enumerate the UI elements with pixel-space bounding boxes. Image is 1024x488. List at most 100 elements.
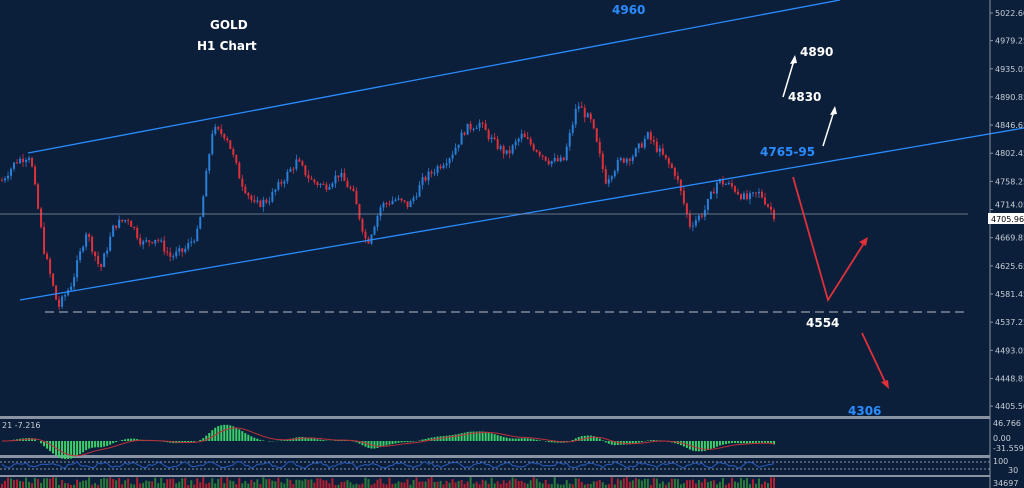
volume-bar	[637, 479, 640, 488]
price-tick-label: 4935.05	[995, 65, 1024, 74]
macd-bar	[184, 441, 187, 443]
macd-bar	[73, 441, 76, 458]
macd-bar	[91, 441, 94, 448]
candle	[82, 246, 85, 252]
macd-bar	[199, 439, 202, 441]
macd-bar	[286, 439, 289, 441]
candle	[31, 158, 34, 167]
volume-bar	[250, 479, 253, 488]
candle	[571, 124, 574, 133]
volume-bar	[196, 478, 199, 488]
candle	[88, 234, 91, 238]
volume-bar	[763, 481, 766, 488]
macd-bar	[418, 440, 421, 441]
candle	[253, 199, 256, 202]
macd-bar	[283, 440, 286, 441]
volume-bar	[661, 481, 664, 488]
volume-bar	[52, 477, 55, 488]
volume-bar	[295, 479, 298, 488]
macd-bar	[358, 441, 361, 444]
macd-bar	[253, 437, 256, 441]
candle	[238, 163, 241, 179]
candle	[658, 148, 661, 152]
macd-bar	[130, 438, 133, 441]
macd-bar	[193, 441, 196, 442]
panel-separator[interactable]	[0, 416, 990, 419]
volume-bar	[370, 484, 373, 488]
candle	[223, 134, 226, 139]
volume-bar	[31, 483, 34, 488]
volume-bar	[679, 484, 682, 488]
volume-bar	[334, 484, 337, 488]
volume-bar	[394, 483, 397, 488]
macd-bar	[724, 441, 727, 445]
candle	[28, 158, 31, 161]
volume-bar	[703, 478, 706, 488]
panel-separator[interactable]	[0, 455, 990, 458]
panel-separator[interactable]	[0, 475, 990, 477]
volume-bar	[73, 484, 76, 488]
rsi-lower: 30	[1008, 466, 1018, 475]
candle	[520, 133, 523, 139]
candle	[100, 264, 103, 267]
macd-readout: 21 -7.216	[2, 421, 41, 430]
candle	[259, 200, 262, 207]
volume-bar	[571, 484, 574, 488]
volume-bar	[364, 477, 367, 488]
volume-bar	[88, 477, 91, 488]
volume-bar	[19, 481, 22, 488]
candle	[4, 178, 7, 181]
candle	[637, 143, 640, 149]
volume-bar	[481, 479, 484, 488]
volume-bar	[718, 482, 721, 488]
macd-bar	[529, 438, 532, 441]
candle	[286, 171, 289, 182]
volume-bar	[532, 477, 535, 488]
candle	[409, 201, 412, 207]
candle	[58, 299, 61, 307]
candle	[622, 158, 625, 163]
candle	[328, 186, 331, 190]
candle	[517, 138, 520, 142]
volume-bar	[220, 477, 223, 488]
volume-bar	[322, 480, 325, 488]
macd-bar	[442, 436, 445, 441]
macd-bar	[79, 441, 82, 455]
candle	[751, 192, 754, 194]
macd-bar	[250, 436, 253, 441]
volume-bar	[274, 481, 277, 488]
candle	[361, 219, 364, 232]
volume-bar	[433, 481, 436, 488]
candle	[148, 240, 151, 243]
candle	[268, 201, 271, 203]
volume-bar	[13, 480, 16, 488]
candle	[85, 234, 88, 247]
volume-bar	[673, 478, 676, 488]
candle	[220, 128, 223, 135]
candle	[604, 169, 607, 184]
volume-bar	[160, 477, 163, 488]
macd-bar	[412, 441, 415, 442]
macd-bar	[238, 429, 241, 441]
candle	[532, 144, 535, 151]
candle	[727, 182, 730, 185]
candle	[616, 160, 619, 172]
candle	[193, 241, 196, 243]
volume-bar	[325, 480, 328, 488]
macd-bar	[754, 441, 757, 443]
candle	[115, 225, 118, 228]
volume-bar	[412, 479, 415, 488]
macd-bar	[448, 435, 451, 441]
candle	[250, 195, 253, 200]
volume-bar	[163, 483, 166, 488]
volume-bar	[562, 484, 565, 488]
candle	[709, 191, 712, 199]
macd-bar	[550, 441, 553, 443]
candle	[187, 242, 190, 249]
candle	[97, 256, 100, 265]
candle	[298, 159, 301, 162]
macd-bar	[232, 426, 235, 441]
volume-bar	[583, 484, 586, 488]
